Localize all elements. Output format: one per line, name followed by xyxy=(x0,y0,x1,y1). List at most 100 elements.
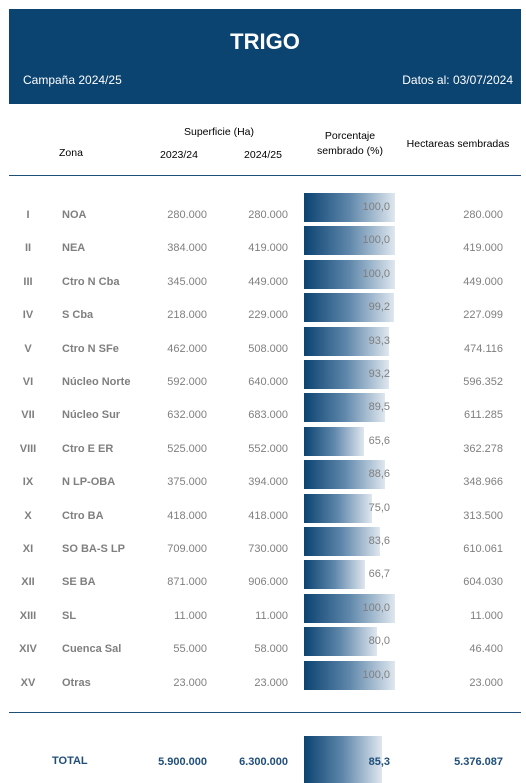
superficie-2023-24: 11.000 xyxy=(174,610,207,622)
zone-number: XV xyxy=(20,677,36,689)
hectareas-sembradas: 46.400 xyxy=(469,643,503,655)
superficie-2023-24: 525.000 xyxy=(167,443,207,455)
percent-bar xyxy=(304,193,395,222)
superficie-2024-25: 508.000 xyxy=(248,343,288,355)
zone-number: XIII xyxy=(19,610,37,622)
superficie-2023-24: 384.000 xyxy=(167,242,207,254)
percent-bar xyxy=(304,427,364,456)
superficie-2023-24: 592.000 xyxy=(167,376,207,388)
percent-label: 100,0 xyxy=(362,268,390,280)
hectareas-sembradas: 449.000 xyxy=(463,276,503,288)
superficie-2024-25: 683.000 xyxy=(248,409,288,421)
hectareas-sembradas: 604.030 xyxy=(463,576,503,588)
superficie-2023-24: 345.000 xyxy=(167,276,207,288)
zone-number: VI xyxy=(22,376,34,388)
superficie-2024-25: 730.000 xyxy=(248,543,288,555)
percent-bar xyxy=(304,260,395,289)
superficie-2023-24: 375.000 xyxy=(167,476,207,488)
total-percent-label: 85,3 xyxy=(368,756,390,768)
zone-name: N LP-OBA xyxy=(62,476,116,488)
percent-bar xyxy=(304,360,389,389)
superficie-2023-24: 218.000 xyxy=(167,309,207,321)
total-hectareas: 5.376.087 xyxy=(454,756,503,768)
zone-number: XI xyxy=(22,543,34,555)
zone-name: Otras xyxy=(62,677,91,689)
superficie-2023-24: 23.000 xyxy=(173,677,207,689)
zone-name: SO BA-S LP xyxy=(62,543,125,555)
percent-bar xyxy=(304,627,377,656)
column-header-2024-25: 2024/25 xyxy=(244,149,282,161)
hectareas-sembradas: 474.116 xyxy=(464,343,503,355)
superficie-2024-25: 280.000 xyxy=(248,209,288,221)
percent-label: 99,2 xyxy=(368,301,390,313)
zone-number: XII xyxy=(21,576,35,588)
campaign-label: Campaña 2024/25 xyxy=(23,73,122,87)
superficie-2024-25: 11.000 xyxy=(255,610,288,622)
percent-bar xyxy=(304,293,394,322)
percent-bar xyxy=(304,460,385,489)
total-divider xyxy=(9,712,521,713)
percent-bar xyxy=(304,226,395,255)
percent-label: 83,6 xyxy=(368,535,390,547)
zone-name: NEA xyxy=(62,242,86,254)
zone-number: X xyxy=(24,510,32,522)
percent-bar xyxy=(304,393,385,422)
zone-number: III xyxy=(23,276,33,288)
percent-label: 100,0 xyxy=(362,602,390,614)
superficie-2024-25: 906.000 xyxy=(248,576,288,588)
percent-label: 75,0 xyxy=(368,502,390,514)
superficie-2024-25: 58.000 xyxy=(254,643,288,655)
percent-bar xyxy=(304,527,380,556)
percent-label: 65,6 xyxy=(368,435,390,447)
zone-name: S Cba xyxy=(62,309,94,321)
column-header-hectareas: Hectareas sembradas xyxy=(406,138,510,150)
percent-label: 100,0 xyxy=(362,234,390,246)
percent-bar xyxy=(304,560,365,589)
superficie-2023-24: 632.000 xyxy=(167,409,207,421)
column-header-zona: Zona xyxy=(59,147,83,159)
zone-number: V xyxy=(24,343,32,355)
superficie-2024-25: 449.000 xyxy=(248,276,288,288)
percent-bar xyxy=(304,661,395,690)
hectareas-sembradas: 610.061 xyxy=(463,543,503,555)
hectareas-sembradas: 227.099 xyxy=(463,309,503,321)
percent-label: 89,5 xyxy=(368,401,390,413)
hectareas-sembradas: 596.352 xyxy=(463,376,503,388)
column-header-porcentaje: Porcentaje xyxy=(324,130,376,142)
superficie-2023-24: 871.000 xyxy=(167,576,207,588)
superficie-2024-25: 23.000 xyxy=(254,677,288,689)
column-header-porcentaje-line2: sembrado (%) xyxy=(317,145,383,157)
percent-label: 66,7 xyxy=(368,568,390,580)
zone-name: SE BA xyxy=(62,576,96,588)
zone-name: Ctro N Cba xyxy=(62,276,120,288)
zone-number: IV xyxy=(22,309,34,321)
percent-label: 100,0 xyxy=(362,669,390,681)
column-header-2023-24: 2023/24 xyxy=(160,149,198,161)
zone-name: Núcleo Sur xyxy=(62,409,121,421)
superficie-2024-25: 640.000 xyxy=(248,376,288,388)
hectareas-sembradas: 348.966 xyxy=(463,476,503,488)
percent-label: 88,6 xyxy=(368,468,390,480)
superficie-2023-24: 418.000 xyxy=(167,510,207,522)
hectareas-sembradas: 23.000 xyxy=(469,677,503,689)
column-header-superficie: Superficie (Ha) xyxy=(183,126,255,138)
superficie-2023-24: 462.000 xyxy=(167,343,207,355)
zone-number: XIV xyxy=(19,643,37,655)
superficie-2023-24: 280.000 xyxy=(167,209,207,221)
percent-label: 93,3 xyxy=(368,335,390,347)
data-date-label: Datos al: 03/07/2024 xyxy=(402,73,513,87)
zone-number: II xyxy=(24,242,32,254)
percent-bar xyxy=(304,594,395,623)
percent-bar xyxy=(304,494,372,523)
zone-name: Ctro BA xyxy=(62,510,104,522)
zone-name: Núcleo Norte xyxy=(62,376,131,388)
percent-label: 80,0 xyxy=(368,635,390,647)
superficie-2023-24: 709.000 xyxy=(167,543,207,555)
total-percent-bar xyxy=(304,736,382,783)
superficie-2024-25: 394.000 xyxy=(248,476,288,488)
zone-name: Cuenca Sal xyxy=(62,643,122,655)
superficie-2024-25: 229.000 xyxy=(248,309,288,321)
title-banner: TRIGO Campaña 2024/25 Datos al: 03/07/20… xyxy=(9,9,521,104)
zone-name: Ctro E ER xyxy=(62,443,114,455)
percent-label: 100,0 xyxy=(362,201,390,213)
